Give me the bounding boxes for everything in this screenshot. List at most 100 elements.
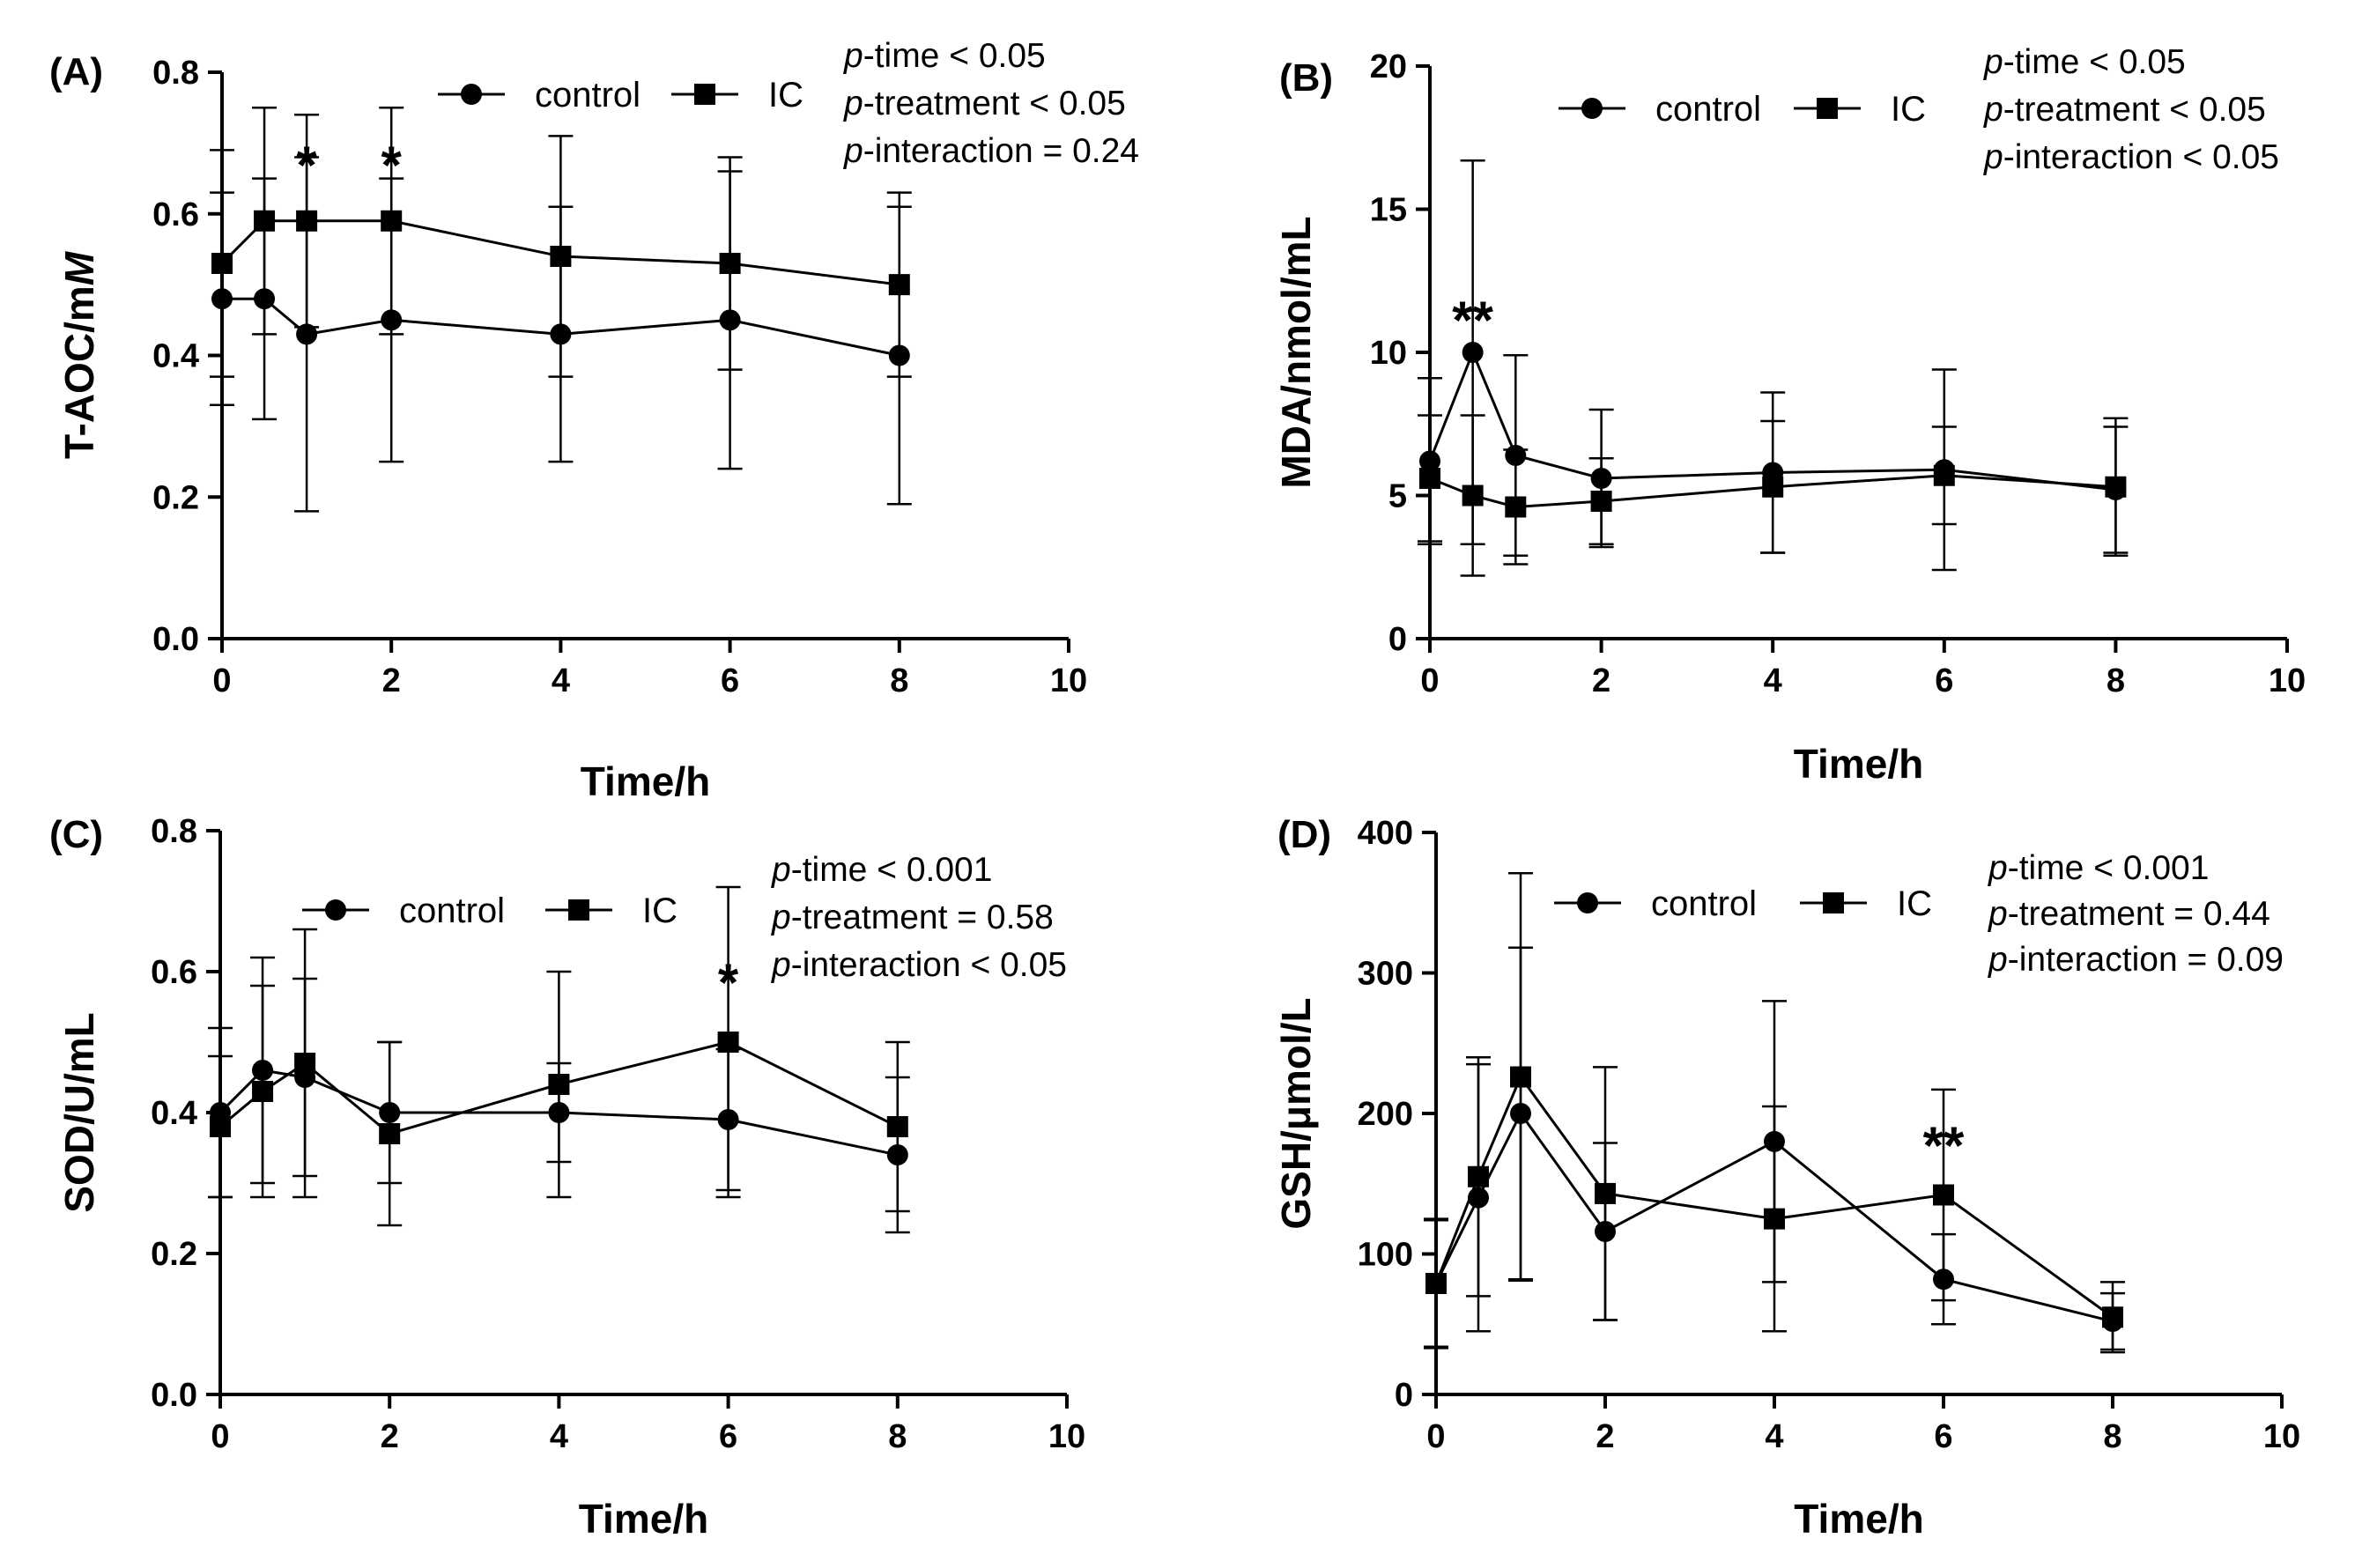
data-point xyxy=(717,1032,739,1053)
x-tick-label: 8 xyxy=(2103,1418,2121,1455)
data-point xyxy=(210,1116,231,1137)
stat-line: p-interaction = 0.09 xyxy=(1988,941,2284,979)
x-tick-label: 6 xyxy=(1935,662,1953,699)
data-point xyxy=(1933,1184,1954,1206)
legend-marker xyxy=(461,84,482,105)
data-point xyxy=(1510,1066,1531,1088)
y-tick-label: 0.0 xyxy=(152,621,199,658)
data-point xyxy=(1595,1182,1616,1204)
series-ic xyxy=(1424,872,2125,1354)
y-tick-label: 0.6 xyxy=(151,954,197,991)
data-point xyxy=(550,245,572,267)
x-tick-label: 10 xyxy=(2263,1418,2300,1455)
data-point xyxy=(1462,484,1484,507)
series-ic xyxy=(208,885,910,1227)
stat-line: p-time < 0.05 xyxy=(1983,43,2186,81)
legend-label: control xyxy=(1651,884,1757,923)
data-point xyxy=(254,210,276,232)
chart-panel-2: (B) 0 5 10 15 20 0 2 4 6 8 10 Time/h MDA/nmol/mL ** con… xyxy=(1273,43,2306,787)
data-point xyxy=(296,210,318,232)
x-tick-label: 0 xyxy=(211,1418,229,1455)
legend-label: control xyxy=(535,76,640,115)
x-tick-label: 2 xyxy=(381,1418,399,1455)
y-tick-label: 0.0 xyxy=(151,1377,197,1414)
x-tick-label: 8 xyxy=(890,662,908,699)
x-tick-label: 0 xyxy=(212,662,231,699)
x-tick-label: 0 xyxy=(1426,1418,1445,1455)
y-tick-label: 0.8 xyxy=(151,813,197,850)
y-tick-label: 0.4 xyxy=(152,338,199,375)
series-ic xyxy=(1418,414,2129,577)
data-point xyxy=(252,1081,274,1102)
x-tick-label: 4 xyxy=(1765,1418,1783,1455)
data-point xyxy=(2102,1306,2123,1328)
legend-label: IC xyxy=(642,891,678,930)
legend-marker xyxy=(694,84,715,105)
data-point xyxy=(294,1053,316,1074)
data-point xyxy=(1419,468,1440,489)
stat-line: p-time < 0.05 xyxy=(843,37,1046,75)
x-tick-label: 2 xyxy=(1596,1418,1614,1455)
y-tick-label: 15 xyxy=(1370,192,1407,229)
data-point xyxy=(1468,1165,1489,1187)
y-tick-label: 20 xyxy=(1370,48,1407,85)
legend-label: IC xyxy=(768,76,803,115)
x-tick-label: 2 xyxy=(382,662,401,699)
x-tick-label: 8 xyxy=(888,1418,907,1455)
x-tick-label: 4 xyxy=(1764,662,1782,699)
significance-mark: * xyxy=(718,953,739,1012)
legend-marker xyxy=(1577,892,1598,913)
data-point xyxy=(1764,1208,1785,1230)
legend-label: control xyxy=(399,891,505,930)
data-point xyxy=(296,323,318,345)
x-axis-title: Time/h xyxy=(579,1496,708,1542)
x-tick-label: 6 xyxy=(721,662,739,699)
y-tick-label: 0 xyxy=(1388,621,1407,658)
stat-line: p-interaction = 0.24 xyxy=(843,132,1139,170)
stat-line: p-interaction < 0.05 xyxy=(771,946,1067,984)
legend: control IC xyxy=(438,76,803,115)
legend: control IC xyxy=(302,891,678,930)
legend-marker xyxy=(1823,892,1844,913)
stat-line: p-treatment < 0.05 xyxy=(1983,91,2266,129)
x-tick-label: 6 xyxy=(1934,1418,1952,1455)
x-tick-label: 2 xyxy=(1592,662,1610,699)
x-axis-title: Time/h xyxy=(1794,1496,1923,1542)
x-tick-label: 0 xyxy=(1420,662,1439,699)
chart-panel-4: (D) 0 100 200 300 400 0 2 4 6 8 10 Time/h GSH/μmol/L *… xyxy=(1273,813,2300,1542)
legend-label: IC xyxy=(1891,90,1926,129)
data-point xyxy=(886,1116,908,1137)
data-point xyxy=(1762,476,1784,498)
y-tick-label: 5 xyxy=(1388,478,1407,515)
significance-mark: * xyxy=(381,136,403,195)
panel-label: (A) xyxy=(49,50,103,93)
y-tick-label: 100 xyxy=(1358,1237,1413,1274)
x-tick-label: 4 xyxy=(550,1418,568,1455)
x-axis-title: Time/h xyxy=(581,758,710,804)
y-tick-label: 0.6 xyxy=(152,196,199,233)
data-point xyxy=(379,1123,401,1144)
y-tick-label: 0 xyxy=(1395,1377,1413,1414)
chart-panel-1: (A) 0.0 0.2 0.4 0.6 0.8 0 2 4 6 8 10 Time/h T-AOC/mM *… xyxy=(49,37,1139,804)
data-point xyxy=(1933,464,1955,486)
stat-line: p-interaction < 0.05 xyxy=(1983,138,2279,176)
legend: control IC xyxy=(1559,90,1926,129)
y-tick-label: 0.4 xyxy=(151,1095,197,1132)
data-point xyxy=(888,274,910,296)
y-axis-title: GSH/μmol/L xyxy=(1273,997,1319,1229)
data-point xyxy=(1590,491,1612,512)
x-tick-label: 10 xyxy=(2269,662,2306,699)
data-point xyxy=(211,253,233,275)
x-tick-label: 10 xyxy=(1050,662,1087,699)
data-point xyxy=(1425,1272,1447,1294)
y-tick-label: 10 xyxy=(1370,335,1407,372)
x-axis-title: Time/h xyxy=(1794,741,1923,787)
legend-marker xyxy=(1817,98,1838,119)
panel-label: (B) xyxy=(1279,56,1333,100)
legend-marker xyxy=(568,899,589,921)
y-axis-title: T-AOC/mM xyxy=(56,250,102,459)
chart-panel-3: (C) 0.0 0.2 0.4 0.6 0.8 0 2 4 6 8 10 Time/h SOD/U/mL *… xyxy=(49,813,1085,1542)
stat-line: p-time < 0.001 xyxy=(771,851,992,889)
legend-label: IC xyxy=(1897,884,1932,923)
